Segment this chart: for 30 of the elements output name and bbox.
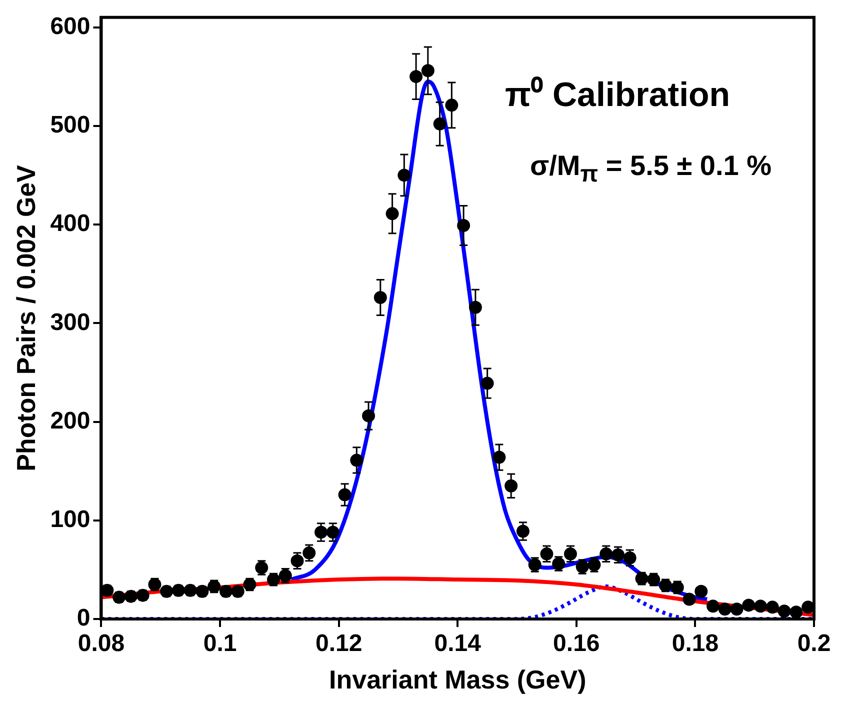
y-tick-label: 0 xyxy=(76,604,90,632)
y-tick-label: 600 xyxy=(50,12,90,40)
x-tick-label: 0.12 xyxy=(315,630,362,658)
y-tick-label: 500 xyxy=(50,112,90,139)
line-series xyxy=(101,584,814,619)
point xyxy=(718,602,732,616)
point xyxy=(730,602,744,616)
annotation: π⁰ Calibration xyxy=(505,75,730,116)
annotation: σ/M$_{π}$ = 5.5 ± 0.1 % xyxy=(530,150,772,188)
point xyxy=(790,606,803,619)
y-tick-label: 200 xyxy=(50,407,90,434)
point xyxy=(706,600,720,613)
x-axis-title: Invariant Mass (GeV) xyxy=(329,664,586,695)
point xyxy=(742,598,756,612)
point xyxy=(802,600,814,614)
point xyxy=(682,592,696,606)
point xyxy=(766,600,779,614)
y-axis-title: Photon Pairs / 0.002 GeV xyxy=(10,164,41,472)
point xyxy=(778,604,791,618)
x-tick-label: 0.14 xyxy=(434,630,482,658)
y-tick-label: 400 xyxy=(50,210,90,238)
x-tick-label: 0.08 xyxy=(78,630,125,658)
x-tick-label: 0.2 xyxy=(797,630,831,658)
point xyxy=(754,600,768,613)
y-tick-label: 300 xyxy=(50,308,90,336)
y-tick-label: 100 xyxy=(50,506,90,533)
x-tick-label: 0.16 xyxy=(553,630,600,658)
x-tick-label: 0.1 xyxy=(203,630,237,658)
point xyxy=(694,584,708,598)
x-tick-label: 0.18 xyxy=(672,630,719,658)
